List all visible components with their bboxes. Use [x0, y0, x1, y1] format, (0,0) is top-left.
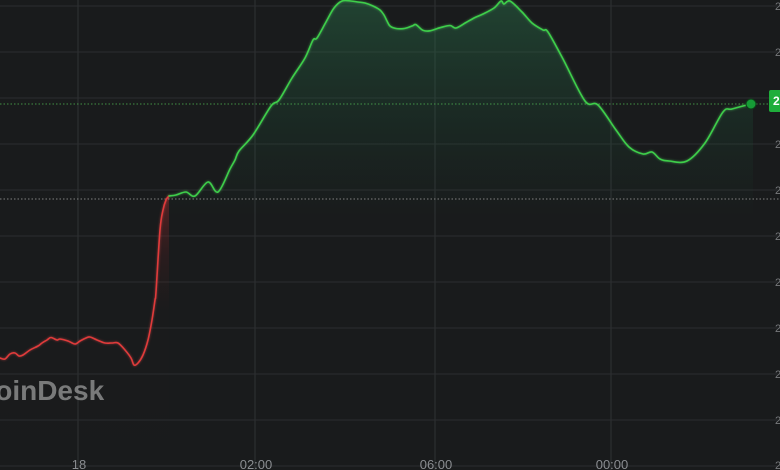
svg-text:20: 20 [775, 460, 780, 470]
svg-text:21: 21 [775, 185, 780, 197]
svg-text:21: 21 [775, 139, 780, 151]
svg-text:21: 21 [775, 1, 780, 13]
svg-text:20: 20 [775, 415, 780, 427]
svg-text:20: 20 [775, 277, 780, 289]
svg-text:20: 20 [775, 323, 780, 335]
svg-text:20: 20 [775, 231, 780, 243]
svg-text:20: 20 [775, 369, 780, 381]
svg-text:21,345: 21,345 [773, 94, 780, 108]
svg-text:21: 21 [775, 47, 780, 59]
